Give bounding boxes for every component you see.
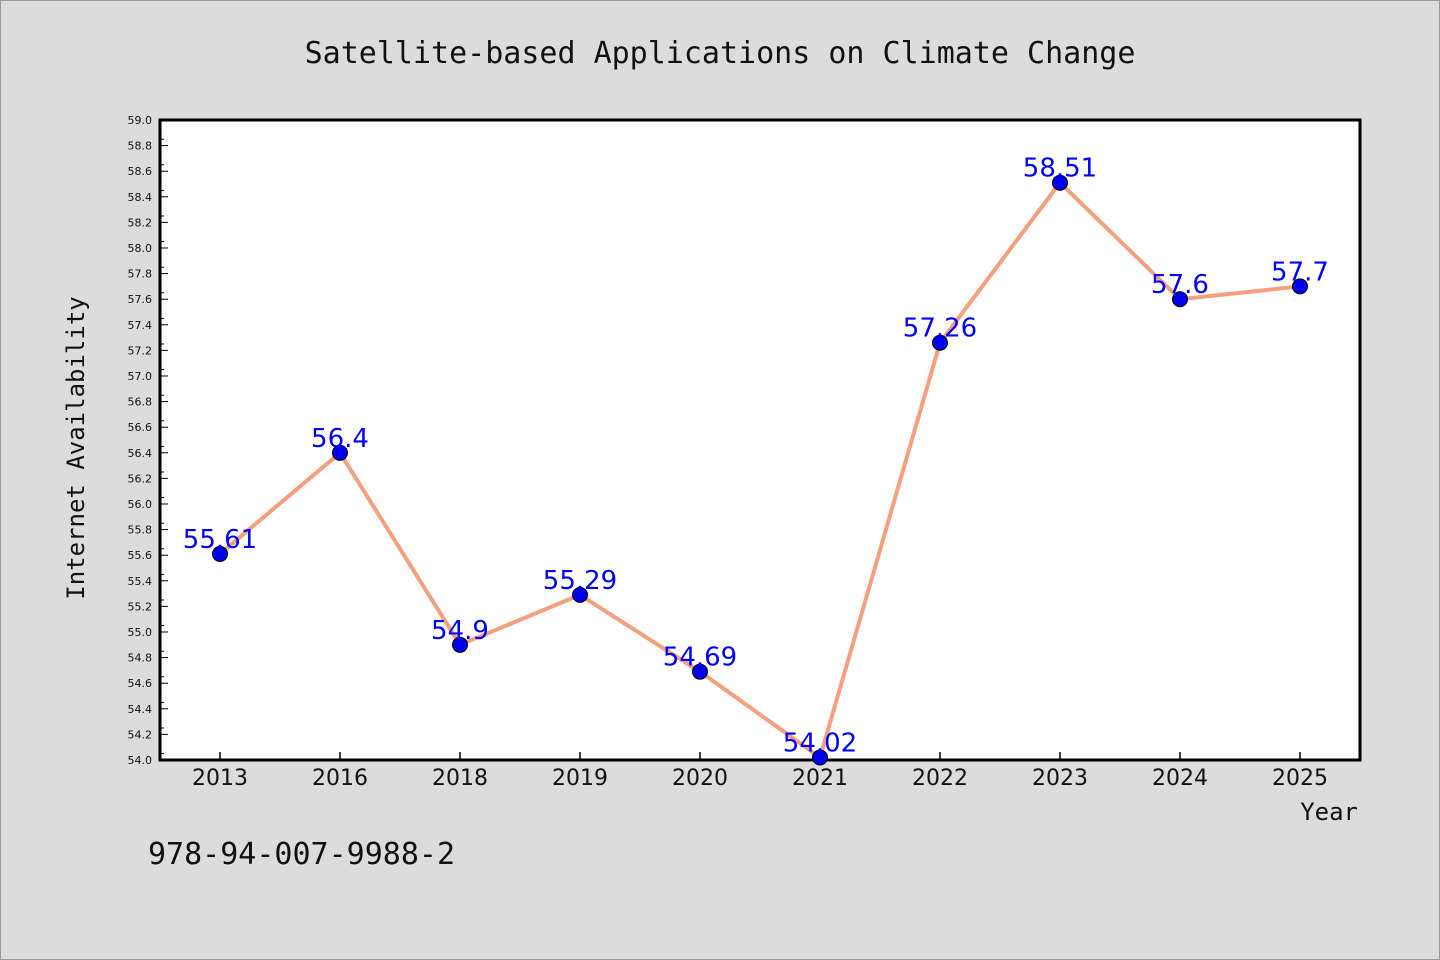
y-tick-label: 55.8: [128, 524, 153, 537]
y-tick-label: 58.6: [128, 165, 153, 178]
x-tick-label: 2019: [552, 766, 608, 791]
x-tick-label: 2018: [432, 766, 488, 791]
y-tick-label: 57.6: [128, 293, 153, 306]
data-point-marker: [692, 663, 708, 680]
data-label: 54.9: [431, 616, 489, 646]
y-tick-label: 58.0: [128, 242, 153, 255]
plot-area: [158, 118, 1362, 762]
y-tick-label: 55.4: [128, 575, 153, 588]
data-point-marker: [1172, 291, 1188, 308]
y-tick-label: 56.8: [128, 396, 153, 409]
x-tick-label: 2020: [672, 766, 728, 791]
y-axis: 54.0 54.2 54.4 54.6 54.8 55.0 55.2 55.4 55.6 55.8…: [128, 114, 168, 767]
data-label: 57.6: [1151, 270, 1209, 300]
y-tick-label: 57.2: [128, 344, 153, 357]
series-line-group: [218, 180, 1301, 760]
data-labels-group: 55.61 56.4 54.9 55.29 54.69 54.02 57.26 58.51 57…: [183, 154, 1329, 759]
y-tick-label: 54.6: [128, 677, 153, 690]
y-tick-label: 57.4: [128, 319, 153, 332]
x-axis: 2013 2016 2018 2019 2020 2021 2022 2023 2024 2025: [192, 752, 1328, 791]
y-tick-label: 58.8: [128, 140, 153, 153]
data-point-marker: [932, 334, 948, 351]
y-tick-label: 55.0: [128, 626, 153, 639]
data-label: 57.7: [1271, 257, 1329, 287]
y-tick-label: 54.2: [128, 728, 153, 741]
data-label: 55.29: [543, 566, 617, 596]
data-point-marker: [812, 749, 828, 766]
x-tick-label: 2024: [1152, 766, 1208, 791]
data-label: 54.02: [783, 728, 857, 758]
x-tick-label: 2023: [1032, 766, 1088, 791]
y-tick-label: 56.4: [128, 447, 153, 460]
y-tick-label: 56.2: [128, 472, 153, 485]
data-label: 58.51: [1023, 154, 1097, 184]
x-tick-label: 2021: [792, 766, 848, 791]
isbn-text: 978-94-007-9988-2: [148, 837, 455, 872]
y-tick-label: 55.6: [128, 549, 153, 562]
y-tick-label: 54.0: [128, 754, 153, 767]
y-axis-title: Internet Availability: [62, 296, 90, 599]
series-line: [218, 180, 1301, 760]
x-tick-label: 2013: [192, 766, 248, 791]
x-tick-label: 2016: [312, 766, 368, 791]
data-point-marker: [1052, 174, 1068, 191]
y-tick-label: 55.2: [128, 600, 153, 613]
data-point-marker: [452, 636, 468, 653]
x-tick-label: 2022: [912, 766, 968, 791]
y-tick-label: 56.6: [128, 421, 153, 434]
y-tick-label: 59.0: [128, 114, 153, 127]
y-tick-label: 54.8: [128, 652, 153, 665]
y-tick-label: 56.0: [128, 498, 153, 511]
data-point-marker: [212, 545, 228, 562]
y-tick-label: 54.4: [128, 703, 153, 716]
data-label: 54.69: [663, 643, 737, 673]
x-tick-label: 2025: [1272, 766, 1328, 791]
data-label: 57.26: [903, 314, 977, 344]
data-point-marker: [1292, 278, 1308, 295]
markers-group: [212, 174, 1308, 766]
y-tick-label: 58.2: [128, 216, 153, 229]
chart-title: Satellite-based Applications on Climate …: [305, 36, 1136, 71]
data-point-marker: [572, 586, 588, 603]
y-tick-label: 57.8: [128, 268, 153, 281]
y-tick-label: 57.0: [128, 370, 153, 383]
x-axis-title: Year: [1300, 798, 1358, 826]
data-label: 56.4: [311, 424, 369, 454]
data-point-marker: [332, 444, 348, 461]
y-tick-label: 58.4: [128, 191, 153, 204]
data-label: 55.61: [183, 525, 257, 555]
